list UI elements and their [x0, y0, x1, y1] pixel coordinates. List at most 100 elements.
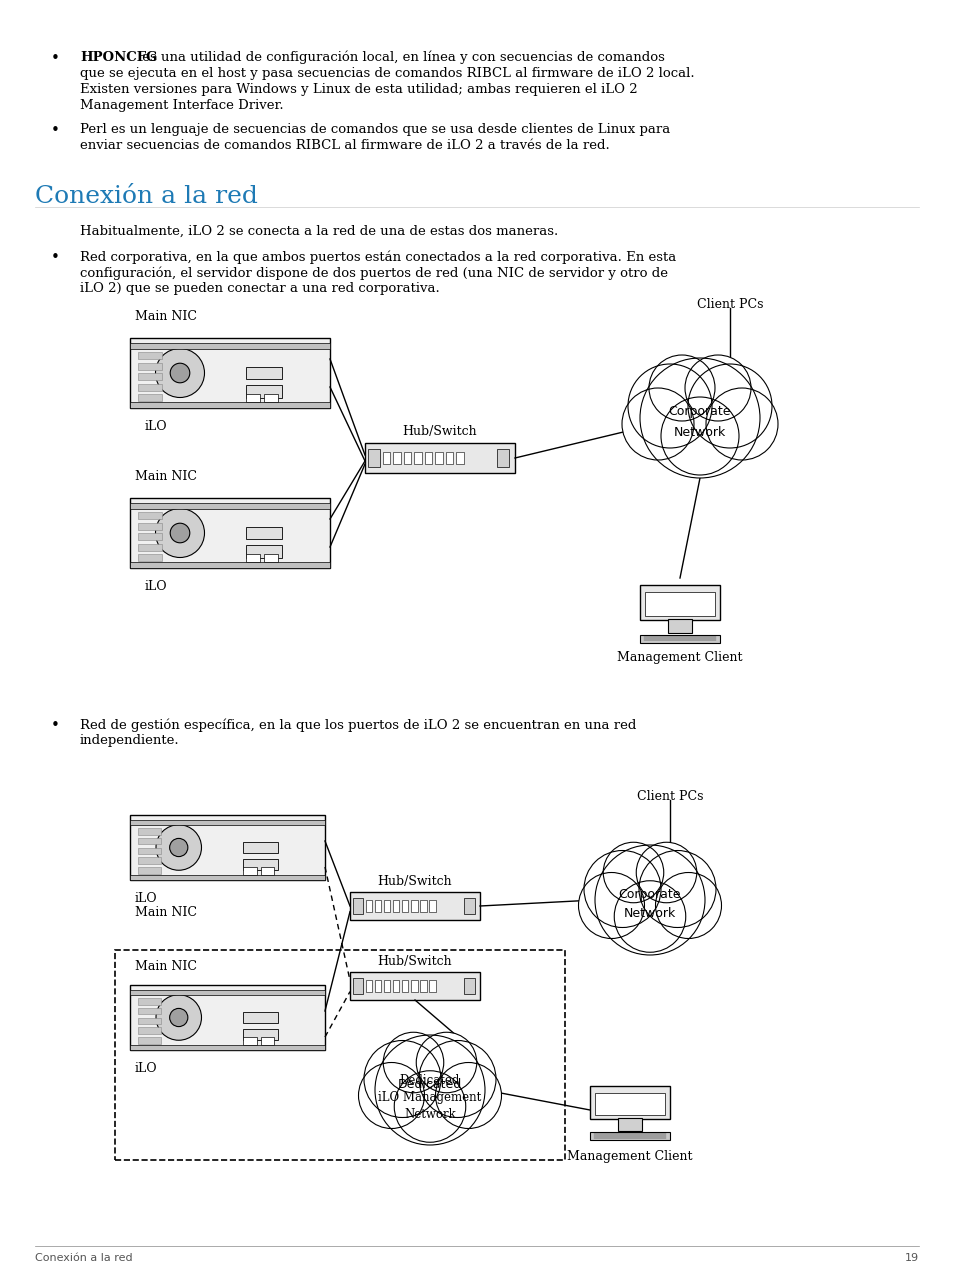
Circle shape	[155, 348, 204, 398]
Bar	[246, 554, 260, 562]
Text: 19: 19	[904, 1253, 918, 1263]
Text: Conexión a la red: Conexión a la red	[35, 1253, 132, 1263]
Bar	[137, 857, 161, 864]
Text: iLO 2) que se pueden conectar a una red corporativa.: iLO 2) que se pueden conectar a una red …	[80, 282, 439, 295]
Bar	[137, 1037, 161, 1043]
Bar	[130, 503, 330, 508]
Text: que se ejecuta en el host y pasa secuencias de comandos RIBCL al firmware de iLO: que se ejecuta en el host y pasa secuenc…	[80, 67, 694, 80]
FancyBboxPatch shape	[350, 972, 479, 1000]
Bar	[456, 452, 463, 464]
Bar	[424, 452, 432, 464]
Bar	[419, 900, 426, 911]
Text: es una utilidad de configuración local, en línea y con secuencias de comandos: es una utilidad de configuración local, …	[138, 51, 664, 65]
Bar	[667, 619, 691, 633]
Circle shape	[416, 1032, 476, 1093]
Bar	[130, 990, 325, 995]
Circle shape	[418, 1041, 496, 1117]
Circle shape	[435, 1063, 501, 1129]
Text: Red de gestión específica, en la que los puertos de iLO 2 se encuentran en una r: Red de gestión específica, en la que los…	[80, 718, 636, 732]
Circle shape	[687, 364, 771, 447]
Text: •: •	[51, 718, 59, 733]
Text: Corporate: Corporate	[668, 405, 731, 418]
Bar	[429, 900, 436, 911]
FancyBboxPatch shape	[639, 634, 720, 643]
Bar	[375, 980, 381, 991]
FancyBboxPatch shape	[130, 338, 330, 408]
Bar	[353, 977, 363, 994]
Bar	[403, 452, 411, 464]
FancyBboxPatch shape	[130, 985, 325, 1050]
Text: Management Client: Management Client	[617, 651, 742, 663]
Bar	[137, 827, 161, 835]
Circle shape	[583, 850, 660, 928]
Text: Hub/Switch: Hub/Switch	[402, 425, 476, 438]
Bar	[243, 1028, 278, 1040]
Text: Main NIC: Main NIC	[135, 310, 196, 323]
Circle shape	[660, 397, 739, 475]
Circle shape	[156, 995, 201, 1040]
Circle shape	[627, 364, 711, 447]
Bar	[246, 526, 282, 539]
Text: Network: Network	[404, 1107, 456, 1121]
Text: Dedicated: Dedicated	[397, 1078, 461, 1091]
Bar	[138, 394, 162, 400]
Circle shape	[394, 1070, 465, 1143]
Text: enviar secuencias de comandos RIBCL al firmware de iLO 2 a través de la red.: enviar secuencias de comandos RIBCL al f…	[80, 139, 609, 153]
Bar	[401, 900, 408, 911]
Bar	[246, 385, 282, 398]
FancyBboxPatch shape	[130, 498, 330, 568]
Bar	[383, 900, 390, 911]
Bar	[260, 1037, 274, 1045]
Bar	[138, 544, 162, 550]
Circle shape	[170, 839, 188, 857]
Bar	[137, 998, 161, 1004]
Bar	[414, 452, 421, 464]
Bar	[383, 980, 390, 991]
Bar	[375, 900, 381, 911]
Bar	[401, 980, 408, 991]
Bar	[429, 980, 436, 991]
Bar	[382, 452, 390, 464]
Text: Hub/Switch: Hub/Switch	[377, 955, 452, 969]
Bar	[137, 838, 161, 844]
Circle shape	[655, 872, 720, 938]
FancyBboxPatch shape	[350, 892, 479, 920]
Text: Existen versiones para Windows y Linux de esta utilidad; ambas requieren el iLO : Existen versiones para Windows y Linux d…	[80, 83, 637, 97]
Bar	[243, 1037, 256, 1045]
Bar	[137, 848, 161, 854]
Circle shape	[156, 825, 201, 871]
Bar	[137, 1008, 161, 1014]
Bar	[464, 977, 475, 994]
Bar	[138, 362, 162, 370]
Bar	[618, 1117, 641, 1131]
Circle shape	[648, 355, 714, 421]
Bar	[393, 980, 399, 991]
Bar	[138, 372, 162, 380]
Circle shape	[705, 388, 778, 460]
Text: Conexión a la red: Conexión a la red	[35, 186, 257, 208]
Circle shape	[595, 845, 704, 955]
Text: independiente.: independiente.	[80, 733, 179, 747]
Circle shape	[170, 1008, 188, 1027]
Bar	[411, 980, 417, 991]
Text: Client PCs: Client PCs	[636, 791, 702, 803]
Bar	[130, 403, 330, 408]
Bar	[260, 867, 274, 874]
Text: Client PCs: Client PCs	[696, 297, 762, 311]
Bar	[243, 858, 278, 871]
Bar	[411, 900, 417, 911]
Text: iLO: iLO	[135, 1063, 157, 1075]
FancyBboxPatch shape	[589, 1132, 669, 1140]
Bar	[464, 897, 475, 914]
Bar	[130, 343, 330, 348]
Circle shape	[614, 881, 685, 952]
Circle shape	[621, 388, 693, 460]
Text: Red corporativa, en la que ambos puertos están conectados a la red corporativa. : Red corporativa, en la que ambos puertos…	[80, 250, 676, 263]
Bar	[130, 820, 325, 825]
Bar	[644, 592, 715, 615]
Bar	[365, 900, 372, 911]
Text: iLO: iLO	[145, 419, 168, 433]
Bar	[138, 352, 162, 358]
Text: iLO Management: iLO Management	[378, 1092, 481, 1104]
Bar	[138, 554, 162, 561]
